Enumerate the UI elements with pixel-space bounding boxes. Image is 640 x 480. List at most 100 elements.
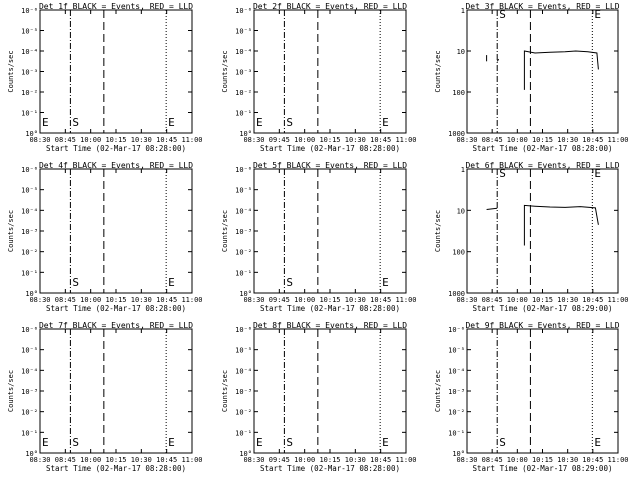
y-axis-label: Counts/sec	[434, 370, 442, 412]
panel-title: Det 7f BLACK = Events, RED = LLD	[39, 321, 193, 330]
x-tick-label: 10:00	[507, 136, 528, 144]
x-tick-label: 09:45	[269, 296, 290, 304]
x-tick-label: 10:15	[319, 296, 340, 304]
x-axis-label: Start Time (02-Mar-17 08:28:00)	[46, 304, 186, 313]
panel-9: Det 9f BLACK = Events, RED = LLD 10° 10⁻¹ 1…	[434, 321, 629, 473]
panel-1: Det 1f BLACK = Events, RED = LLD 10° 10⁻¹ 1…	[7, 2, 203, 153]
marker-label-e-left: E	[256, 116, 263, 129]
x-tick-label: 11:00	[181, 296, 202, 304]
y-tick-label: 10°	[239, 450, 252, 458]
x-tick-label: 10:30	[345, 296, 366, 304]
x-tick-label: 08:30	[456, 296, 477, 304]
panel-title: Det 6f BLACK = Events, RED = LLD	[465, 161, 619, 170]
x-tick-label: 10:45	[582, 136, 603, 144]
y-tick-label: 10⁻⁵	[448, 347, 465, 355]
y-tick-label: 1	[461, 7, 465, 15]
x-tick-label: 10:15	[105, 136, 126, 144]
y-tick-label: 10⁻¹	[21, 269, 38, 277]
x-tick-label: 08:30	[456, 456, 477, 464]
x-tick-label: 10:30	[345, 136, 366, 144]
x-tick-label: 09:45	[269, 136, 290, 144]
x-tick-label: 10:45	[370, 136, 391, 144]
x-tick-label: 09:45	[269, 456, 290, 464]
plot-frame	[253, 328, 407, 454]
marker-label-e: E	[594, 167, 601, 180]
x-tick-label: 11:00	[607, 296, 628, 304]
y-tick-label: 10⁻⁴	[21, 367, 38, 375]
x-tick-label: 08:30	[456, 136, 477, 144]
y-tick-label: 1000	[448, 290, 465, 298]
x-axis-label: Start Time (02-Mar-17 08:28:00)	[260, 304, 400, 313]
marker-label-e-left: E	[256, 436, 263, 449]
y-tick-label: 10⁻²	[235, 249, 252, 257]
panel-4: Det 4f BLACK = Events, RED = LLD 10° 10⁻¹ 1…	[7, 161, 203, 313]
y-tick-label: 10⁻³	[21, 228, 38, 236]
marker-label-e: E	[594, 8, 601, 21]
panel-6: Det 6f BLACK = Events, RED = LLD 1000 100 1…	[434, 161, 629, 313]
x-tick-label: 10:00	[80, 296, 101, 304]
panel-title: Det 4f BLACK = Events, RED = LLD	[39, 161, 193, 170]
y-tick-label: 1	[461, 166, 465, 174]
y-tick-label: 10⁻¹	[21, 429, 38, 437]
y-tick-label: 10⁻⁵	[21, 347, 38, 355]
x-tick-label: 08:45	[482, 296, 503, 304]
x-tick-label: 10:00	[294, 136, 315, 144]
plot-frame	[253, 168, 407, 294]
panel-title: Det 1f BLACK = Events, RED = LLD	[39, 2, 193, 11]
x-tick-label: 11:00	[181, 136, 202, 144]
panel-8: Det 8f BLACK = Events, RED = LLD 10° 10⁻¹ 1…	[221, 321, 417, 473]
x-tick-label: 10:30	[557, 136, 578, 144]
y-tick-label: 10⁻¹	[21, 110, 38, 118]
x-tick-label: 11:00	[181, 456, 202, 464]
panel-7: Det 7f BLACK = Events, RED = LLD 10° 10⁻¹ 1…	[7, 321, 203, 473]
marker-label-s: S	[72, 276, 79, 289]
x-tick-label: 10:45	[370, 456, 391, 464]
y-tick-label: 10⁻¹	[235, 269, 252, 277]
y-tick-label: 10⁻⁵	[235, 187, 252, 195]
y-axis-label: Counts/sec	[221, 50, 229, 92]
x-tick-label: 10:30	[131, 296, 152, 304]
panel-3: Det 3f BLACK = Events, RED = LLD 1000 100 1…	[434, 2, 629, 153]
marker-label-s: S	[72, 436, 79, 449]
x-tick-label: 08:30	[29, 136, 50, 144]
y-tick-label: 10°	[239, 130, 252, 138]
y-tick-label: 10⁻⁴	[21, 207, 38, 215]
plot-frame	[466, 168, 619, 294]
plot-frame	[466, 9, 619, 134]
x-tick-label: 10:00	[80, 456, 101, 464]
y-tick-label: 100	[452, 89, 465, 97]
y-tick-label: 10⁻⁴	[235, 367, 252, 375]
x-tick-label: 10:45	[582, 296, 603, 304]
x-axis-label: Start Time (02-Mar-17 08:29:00)	[473, 304, 613, 313]
x-tick-label: 10:30	[557, 456, 578, 464]
x-axis-label: Start Time (02-Mar-17 08:28:00)	[473, 144, 613, 153]
marker-label-e: E	[594, 436, 601, 449]
marker-label-s: S	[286, 116, 293, 129]
y-tick-label: 10⁻³	[235, 228, 252, 236]
y-tick-label: 10	[457, 48, 465, 56]
x-tick-label: 10:15	[532, 456, 553, 464]
plot-frame	[253, 9, 407, 134]
y-axis-label: Counts/sec	[434, 210, 442, 252]
x-axis-label: Start Time (02-Mar-17 08:29:00)	[473, 464, 613, 473]
marker-label-e: E	[168, 116, 175, 129]
plot-frame	[39, 168, 193, 294]
y-tick-label: 10⁻³	[21, 69, 38, 77]
event-rate-line	[523, 204, 599, 246]
x-tick-label: 08:45	[55, 296, 76, 304]
y-axis-label: Counts/sec	[221, 370, 229, 412]
event-rate-line	[523, 50, 599, 90]
x-tick-label: 08:30	[29, 296, 50, 304]
y-tick-label: 1000	[448, 130, 465, 138]
marker-label-e-left: E	[42, 436, 49, 449]
x-tick-label: 10:15	[105, 456, 126, 464]
y-tick-label: 10⁻²	[21, 89, 38, 97]
marker-label-s: S	[72, 116, 79, 129]
y-tick-label: 10⁻²	[235, 89, 252, 97]
plot-frame	[39, 9, 193, 134]
x-tick-label: 08:30	[243, 136, 264, 144]
x-tick-label: 10:00	[80, 136, 101, 144]
panel-title: Det 3f BLACK = Events, RED = LLD	[465, 2, 619, 11]
x-tick-label: 10:15	[105, 296, 126, 304]
